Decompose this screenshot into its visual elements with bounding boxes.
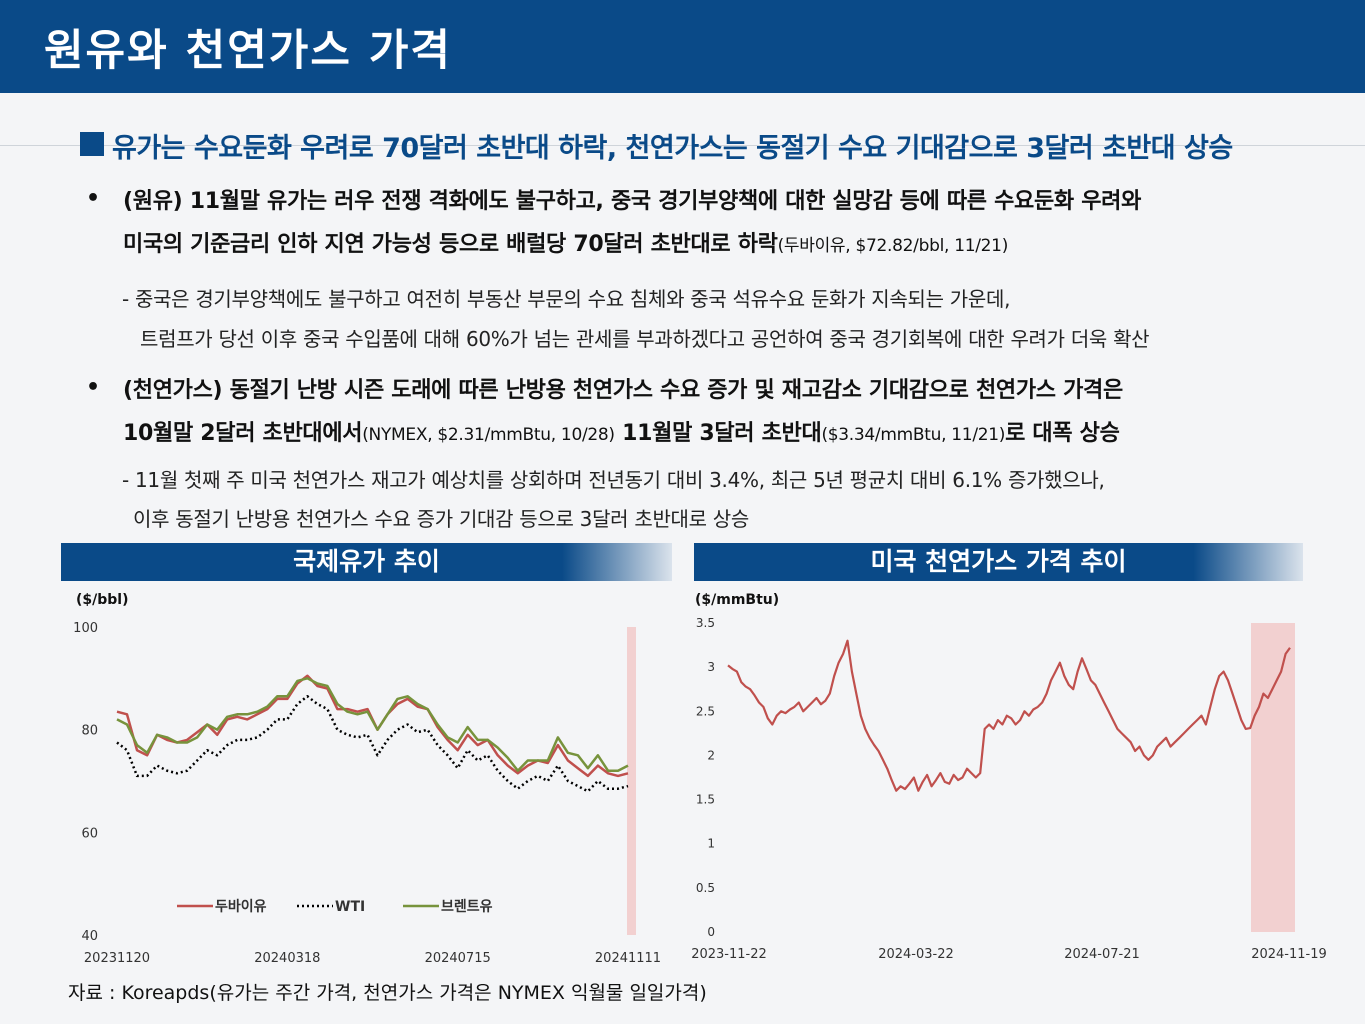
x-tick-label: 2024-07-21 xyxy=(1064,947,1140,962)
y-tick-label: 0 xyxy=(707,925,715,939)
source-note: 자료 : Koreapds(유가는 주간 가격, 천연가스 가격은 NYMEX … xyxy=(68,982,707,1004)
gas-bullet-line1: (천연가스) 동절기 난방 시즌 도래에 따른 난방용 천연가스 수요 증가 및… xyxy=(123,378,1123,403)
y-tick-label: 40 xyxy=(81,929,98,944)
divider xyxy=(0,145,1365,146)
x-tick-label: 20241111 xyxy=(595,951,660,966)
oil-bullet-line1: (원유) 11월말 유가는 러우 전쟁 격화에도 불구하고, 중국 경기부양책에… xyxy=(123,189,1142,214)
y-tick-label: 1.5 xyxy=(696,793,715,807)
page-header: 원유와 천연가스 가격 xyxy=(0,0,1365,93)
x-tick-label: 20231120 xyxy=(84,951,150,966)
series-line-wti xyxy=(116,695,629,793)
y-tick-label: 60 xyxy=(81,826,98,841)
y-tick-label: 1 xyxy=(707,837,715,851)
gas-sub-line1: - 11월 첫째 주 미국 천연가스 재고가 예상치를 상회하며 전년동기 대비… xyxy=(122,468,1105,492)
oil-y-unit: ($/bbl) xyxy=(76,592,129,608)
series-line-brent xyxy=(116,677,629,772)
x-tick-label: 2023-11-22 xyxy=(691,947,767,962)
y-tick-label: 0.5 xyxy=(696,881,715,895)
highlight-region xyxy=(627,627,636,935)
gas-y-unit: ($/mmBtu) xyxy=(695,592,780,608)
oil-sub-line1: - 중국은 경기부양책에도 불구하고 여전히 부동산 부문의 수요 침체와 중국… xyxy=(122,287,1011,311)
oil-bullet-line2: 미국의 기준금리 인하 지연 가능성 등으로 배럴당 70달러 초반대로 하락(… xyxy=(123,232,1009,257)
y-tick-label: 3.5 xyxy=(696,616,715,630)
gas-bullet-line2: 10월말 2달러 초반대에서(NYMEX, $2.31/mmBtu, 10/28… xyxy=(123,421,1120,446)
oil-price-chart: 100 80 60 40 20231120 20240318 20240715 2024111… xyxy=(73,621,660,966)
gas-sub-line2: 이후 동절기 난방용 천연가스 수요 증가 기대감 등으로 3달러 초반대로 상… xyxy=(133,507,749,531)
oil-bullet-note: (두바이유, $72.82/bbl, 11/21) xyxy=(777,236,1009,256)
y-tick-label: 100 xyxy=(73,621,98,636)
gas-chart-title: 미국 천연가스 가격 추이 xyxy=(694,543,1303,581)
bullet-dot-icon: • xyxy=(86,375,101,400)
highlight-region xyxy=(1251,623,1295,932)
oil-chart-title: 국제유가 추이 xyxy=(61,543,672,581)
y-tick-label: 3 xyxy=(707,660,715,674)
oil-sub-line2: 트럼프가 당선 이후 중국 수입품에 대해 60%가 넘는 관세를 부과하겠다고… xyxy=(140,327,1150,351)
legend-label: 두바이유 xyxy=(215,898,267,915)
x-tick-label: 20240715 xyxy=(425,951,491,966)
series-line-natural-gas xyxy=(727,639,1291,792)
gas-price-chart: 3.5 3 2.5 2 1.5 1 0.5 0 2023-11-22 2024-03-22 2024… xyxy=(691,616,1327,962)
lead-headline: 유가는 수요둔화 우려로 70달러 초반대 하락, 천연가스는 동절기 수요 기… xyxy=(112,133,1233,164)
legend-label: WTI xyxy=(335,899,365,915)
y-tick-label: 2 xyxy=(707,748,715,762)
page-title: 원유와 천연가스 가격 xyxy=(44,26,452,76)
y-tick-label: 2.5 xyxy=(696,704,715,718)
square-bullet-icon xyxy=(80,132,104,156)
legend-label: 브렌트유 xyxy=(441,898,493,915)
x-tick-label: 20240318 xyxy=(254,951,320,966)
series-line-dubai xyxy=(116,674,629,778)
y-tick-label: 80 xyxy=(81,724,98,739)
x-tick-label: 2024-03-22 xyxy=(878,947,954,962)
bullet-dot-icon: • xyxy=(86,186,101,211)
x-tick-label: 2024-11-19 xyxy=(1251,947,1327,962)
